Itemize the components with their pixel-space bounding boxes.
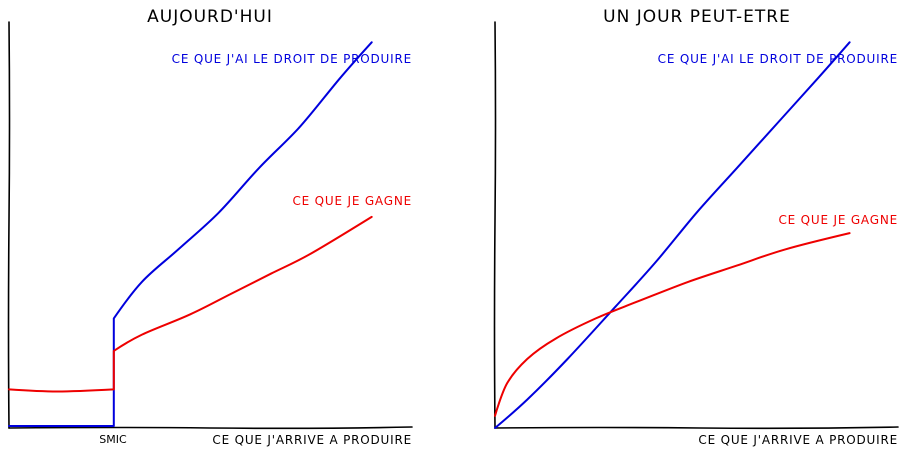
series-layer	[494, 41, 851, 429]
chart-panel-someday: UN JOUR PEUT-ETRE CE QUE J'ARRIVE A PROD…	[493, 7, 899, 447]
x-tick-label: SMIC	[99, 433, 127, 446]
x-axis-label: CE QUE J'ARRIVE A PRODUIRE	[698, 433, 898, 447]
x-axis	[8, 426, 413, 430]
x-axis	[494, 426, 899, 430]
series-line-earnings	[494, 232, 851, 417]
chart-title: UN JOUR PEUT-ETRE	[603, 7, 791, 27]
chart-panel-today: AUJOURD'HUI SMIC CE QUE J'ARRIVE A PRODU…	[7, 7, 413, 447]
y-axis	[493, 21, 497, 429]
series-label-blue: CE QUE J'AI LE DROIT DE PRODUIRE	[658, 52, 898, 66]
series-label-red: CE QUE JE GAGNE	[293, 194, 413, 208]
series-line-allowed-production	[8, 41, 373, 427]
series-label-red: CE QUE JE GAGNE	[779, 213, 899, 227]
series-label-blue: CE QUE J'AI LE DROIT DE PRODUIRE	[172, 52, 412, 66]
series-line-allowed-production	[494, 41, 851, 429]
series-layer	[8, 41, 373, 427]
x-axis-label: CE QUE J'ARRIVE A PRODUIRE	[212, 433, 412, 447]
y-axis	[7, 21, 11, 429]
chart-title: AUJOURD'HUI	[147, 7, 273, 27]
series-line-earnings	[8, 215, 373, 393]
